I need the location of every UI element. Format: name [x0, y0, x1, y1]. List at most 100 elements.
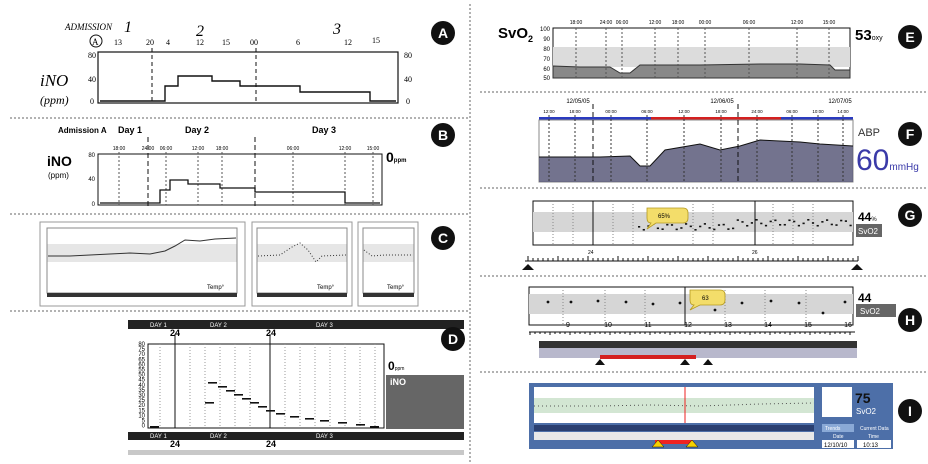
panel-d-ytick: 30: [138, 393, 145, 399]
panel-h-value: 44: [858, 291, 872, 305]
panel-i-tab-trends[interactable]: Trends: [825, 426, 841, 432]
panel-d-ytick: 80: [138, 342, 145, 348]
panel-d-ytick: 15: [138, 408, 145, 414]
panel-a-t6: 00: [250, 38, 258, 47]
panel-a-t7: 6: [296, 38, 300, 47]
panel-f-t6: 24:00: [751, 109, 763, 114]
panel-e-y100: 100: [540, 27, 551, 33]
panel-f-value: 60mmHg: [856, 144, 919, 177]
panel-f-date2: 12/07/05: [828, 99, 852, 105]
panel-d-24-top2: 24: [266, 328, 276, 338]
panel-d-step: [320, 420, 329, 422]
panel-f-label: ABP: [858, 127, 880, 139]
panel-d-day1: DAY 1: [150, 323, 167, 329]
panel-g-dot: [736, 219, 739, 221]
separators: [10, 4, 926, 462]
panel-g-dot: [764, 224, 768, 227]
panel-d-24-bottom2: 24: [266, 439, 276, 449]
panel-g-dot: [666, 223, 669, 226]
panel-g-dot: [755, 219, 758, 221]
panel-b: Admission A Day 1 Day 2 Day 3 18:00 24:0…: [47, 123, 455, 208]
panel-g-dot: [713, 228, 716, 231]
panel-e-t4: 18:00: [672, 20, 685, 26]
panel-g-dot: [680, 227, 683, 229]
panel-d-ytick: 65: [138, 357, 145, 363]
panel-d-day3-b: DAY 3: [316, 434, 333, 440]
panel-g-dot: [811, 222, 815, 224]
panel-e-t5: 00:00: [699, 20, 712, 26]
panel-b-y40: 40: [88, 177, 95, 183]
panel-h-tick9: 9: [566, 322, 570, 329]
panel-b-letter: B: [438, 127, 448, 143]
panel-b-time4: 18:00: [216, 146, 229, 152]
panel-c-legend1: Temp°: [207, 285, 225, 291]
panel-a-yr40: 40: [404, 75, 412, 84]
panel-g-label: SvO2: [858, 227, 879, 236]
panel-e-t6: 06:00: [743, 20, 756, 26]
panel-g-scale-26: 26: [752, 250, 758, 256]
panel-g-letter: G: [905, 207, 916, 223]
panel-e: SvO2 18:00 24:00 06:00 12:00 18:00 00:00…: [498, 20, 922, 82]
panel-g-dot: [717, 224, 721, 226]
panel-d-ytick: 20: [138, 403, 145, 409]
panel-d-step: [258, 406, 267, 408]
panel-i-label: SvO2: [856, 407, 877, 416]
panel-b-admission: Admission A: [58, 126, 107, 135]
panel-d-ytick: 5: [142, 419, 146, 425]
panel-b-time0: 18:00: [113, 146, 126, 152]
panel-i: 75 SvO2 Trends Current Data Date Time 12…: [529, 383, 922, 449]
panel-b-time7: 15:00: [367, 146, 380, 152]
panel-g-dot: [760, 222, 763, 225]
panel-g-dot: [750, 222, 753, 224]
panel-a-yl0: 0: [90, 97, 94, 106]
panel-h-tick12: 12: [684, 322, 692, 329]
panel-g-dot: [703, 223, 706, 225]
panel-h-tick10: 10: [604, 322, 612, 329]
panel-d-step: [208, 382, 217, 384]
panel-g-dot: [727, 228, 730, 230]
panel-g-dot: [821, 221, 824, 223]
panel-i-date: 12/10/10: [824, 443, 848, 449]
panel-g-dot: [835, 224, 838, 226]
panel-i-time-label: Time: [868, 434, 879, 440]
panel-d-24-bottom: 24: [170, 439, 180, 449]
panel-e-title: SvO2: [498, 25, 533, 44]
panel-i-letter: I: [908, 403, 912, 419]
panel-f-t0: 12:00: [543, 109, 555, 114]
panel-d-step: [218, 386, 227, 388]
panel-d-step: [305, 418, 314, 420]
panel-a-t1: 13: [114, 38, 122, 47]
panel-b-y0: 0: [92, 202, 96, 208]
panel-e-y90: 90: [543, 37, 550, 43]
panel-i-tab-current[interactable]: Current Data: [860, 426, 889, 432]
panel-f-t3: 06:00: [641, 109, 653, 114]
panel-d-step: [338, 422, 347, 424]
panel-g-dot: [746, 224, 749, 227]
panel-d-ytick: 50: [138, 373, 145, 379]
panel-c-legend3: Temp°: [387, 285, 405, 291]
panel-g-dot: [779, 224, 782, 226]
panel-b-time5: 06:00: [287, 146, 300, 152]
panel-i-time: 10:13: [863, 443, 879, 449]
panel-g-dot: [722, 223, 725, 226]
panel-d-step: [205, 402, 214, 404]
panel-a-t4: 12: [196, 38, 204, 47]
panel-a-letter: A: [438, 25, 448, 41]
panel-e-area: [552, 63, 851, 79]
panel-d-step: [150, 426, 159, 428]
panel-a-yr80: 80: [404, 51, 412, 60]
panel-g-dot: [830, 223, 833, 226]
panel-a-admission: ADMISSION: [64, 22, 113, 32]
panel-a-yl80: 80: [88, 51, 96, 60]
panel-d-letter: D: [448, 331, 458, 347]
panel-h-tick16: 16: [844, 322, 852, 329]
panel-g-dot: [638, 226, 641, 228]
panel-g-dot: [689, 225, 692, 228]
panel-b-day2: Day 2: [185, 125, 209, 135]
panel-d-step: [276, 413, 285, 415]
panel-d-ytick: 75: [138, 347, 145, 353]
panel-g-scale-24: 24: [588, 250, 594, 256]
panel-f-letter: F: [906, 126, 915, 142]
panel-f-t8: 10:00: [812, 109, 824, 114]
